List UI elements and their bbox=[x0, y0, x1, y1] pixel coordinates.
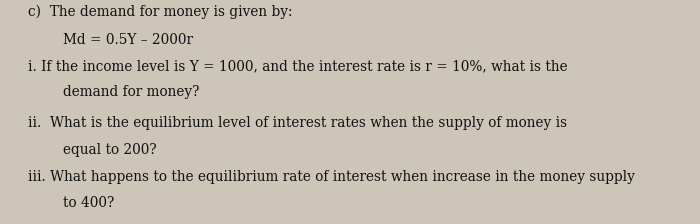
Text: demand for money?: demand for money? bbox=[63, 85, 199, 99]
Text: iii. What happens to the equilibrium rate of interest when increase in the money: iii. What happens to the equilibrium rat… bbox=[28, 170, 635, 184]
Text: Md = 0.5Y – 2000r: Md = 0.5Y – 2000r bbox=[63, 33, 193, 47]
Text: equal to 200?: equal to 200? bbox=[63, 143, 157, 157]
Text: ii.  What is the equilibrium level of interest rates when the supply of money is: ii. What is the equilibrium level of int… bbox=[28, 116, 567, 130]
Text: i. If the income level is Y = 1000, and the interest rate is r = 10%, what is th: i. If the income level is Y = 1000, and … bbox=[28, 59, 568, 73]
Text: c)  The demand for money is given by:: c) The demand for money is given by: bbox=[28, 4, 293, 19]
Text: to 400?: to 400? bbox=[63, 196, 114, 210]
